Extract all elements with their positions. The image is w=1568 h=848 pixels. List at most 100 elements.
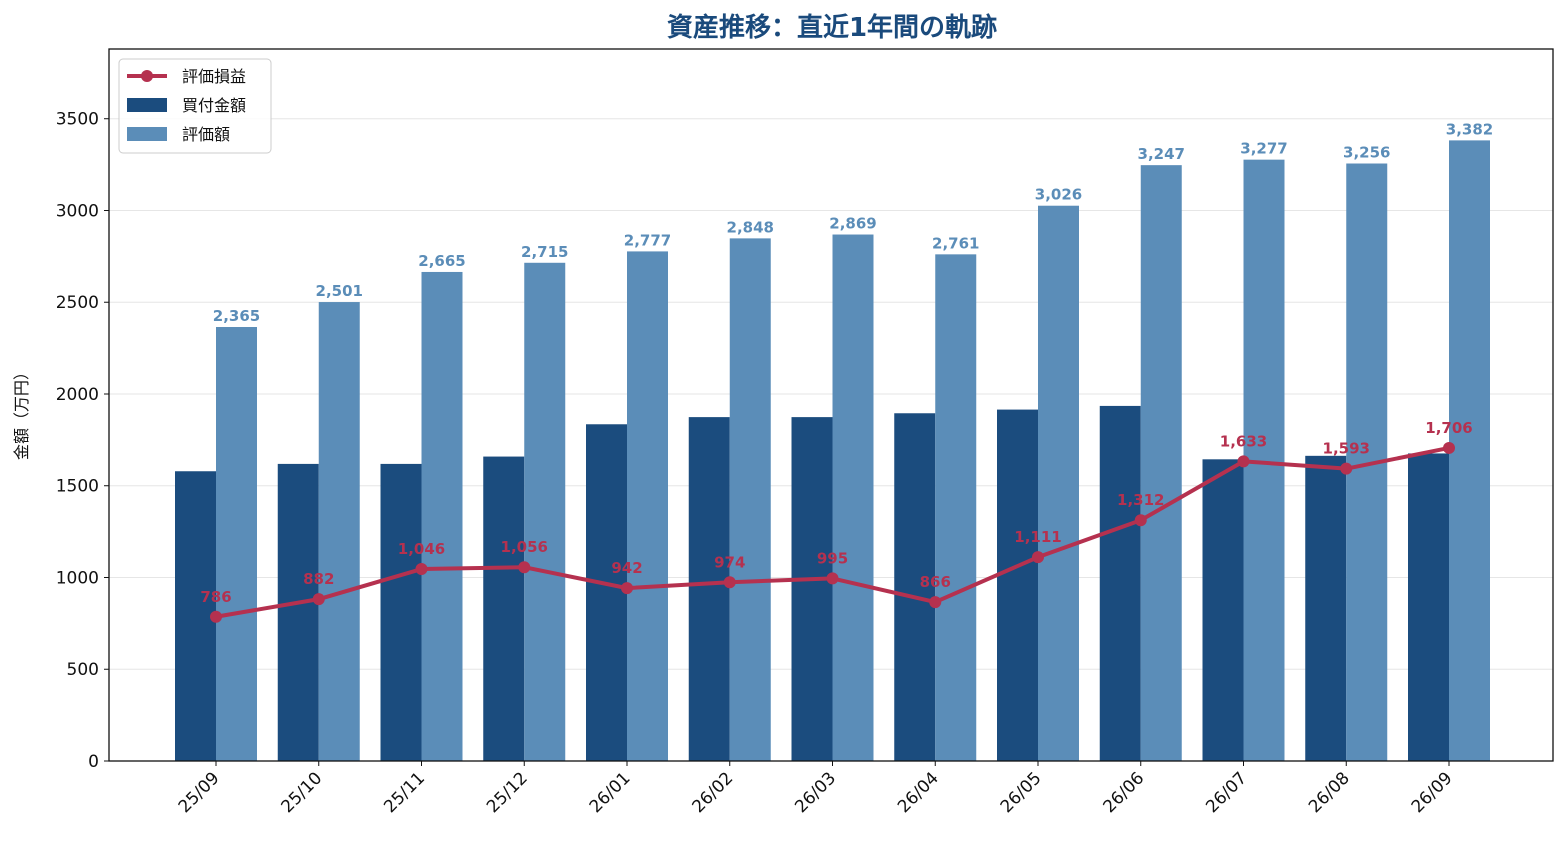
- y-tick-label: 1000: [56, 568, 99, 588]
- valuation-data-label: 2,501: [316, 282, 363, 300]
- line-layer: [210, 441, 1455, 623]
- data-labels-layer: 2,365 2,501 2,665 2,715 2,777 2,848 2,869 2,761…: [200, 120, 1493, 605]
- bar-valuation: [627, 251, 668, 761]
- bar-valuation: [1038, 205, 1079, 762]
- gain-point: [1134, 514, 1147, 527]
- bar-purchase: [1305, 455, 1347, 761]
- bar-valuation: [935, 254, 977, 761]
- gain-data-label: 995: [817, 549, 848, 567]
- x-tick-label: 26/03: [791, 768, 840, 817]
- y-tick-label: 2000: [56, 385, 99, 405]
- gain-point: [1032, 551, 1044, 564]
- valuation-data-label: 3,382: [1446, 120, 1493, 138]
- x-tick-label: 26/04: [894, 768, 943, 817]
- gain-data-label: 1,312: [1117, 491, 1164, 509]
- valuation-data-label: 2,365: [213, 307, 260, 325]
- valuation-data-label: 3,277: [1240, 140, 1287, 158]
- gain-data-label: 1,046: [398, 540, 445, 558]
- gain-data-label: 882: [303, 570, 334, 588]
- bar-purchase: [277, 463, 319, 761]
- x-tick-label: 26/08: [1305, 768, 1354, 817]
- x-tick-label: 26/06: [1099, 768, 1148, 817]
- valuation-data-label: 3,247: [1138, 145, 1185, 163]
- bar-purchase: [1099, 405, 1141, 761]
- chart-title: 資産推移：直近1年間の軌跡: [667, 12, 997, 43]
- plot-frame: [108, 48, 1554, 762]
- gain-data-label: 1,111: [1014, 528, 1061, 546]
- legend-entry: 評価損益: [182, 67, 246, 86]
- gain-data-label: 942: [611, 559, 642, 577]
- x-tick-label: 25/09: [175, 768, 224, 817]
- bar-purchase: [894, 413, 936, 761]
- bars-layer: [175, 140, 1490, 762]
- gain-point: [826, 572, 839, 585]
- legend-swatch-bar: [127, 127, 167, 141]
- gain-point: [929, 596, 942, 609]
- gain-data-label: 1,633: [1220, 432, 1267, 450]
- gain-point: [312, 593, 325, 606]
- bar-purchase: [791, 417, 833, 761]
- bar-valuation: [729, 238, 771, 761]
- gain-data-label: 974: [714, 553, 745, 571]
- gain-point: [1237, 455, 1250, 468]
- bar-purchase: [175, 471, 216, 761]
- bar-valuation: [524, 262, 566, 761]
- gain-point: [723, 576, 736, 589]
- y-tick-label: 3000: [56, 201, 99, 221]
- y-tick-label: 2500: [56, 293, 99, 313]
- x-tick-label: 25/12: [483, 768, 532, 817]
- gain-point: [1340, 462, 1353, 475]
- valuation-data-label: 3,256: [1343, 144, 1390, 162]
- legend-entry: 評価額: [182, 125, 230, 144]
- legend-swatch-marker: [141, 70, 153, 82]
- bar-purchase: [586, 424, 627, 761]
- valuation-data-label: 2,848: [727, 218, 774, 236]
- x-tick-label: 26/02: [688, 768, 737, 817]
- x-tick-label: 26/09: [1408, 768, 1457, 817]
- gain-data-label: 866: [920, 573, 951, 591]
- bar-purchase: [997, 409, 1038, 761]
- valuation-data-label: 3,026: [1035, 186, 1082, 204]
- gain-point: [210, 610, 222, 623]
- x-axis: 25/09 25/10 25/11 25/12 26/01 26/02 26/03 26/04…: [175, 761, 1457, 817]
- y-axis: 0 500 1000 1500 2000 2500 3000 3500: [56, 110, 109, 772]
- gain-data-label: 786: [200, 588, 231, 606]
- y-tick-label: 500: [67, 660, 99, 680]
- y-tick-label: 1500: [56, 477, 99, 497]
- gain-data-label: 1,706: [1425, 419, 1472, 437]
- gain-point: [518, 561, 531, 574]
- bar-valuation: [421, 271, 463, 761]
- y-axis-label: 金額（万円）: [12, 364, 31, 460]
- x-tick-label: 25/11: [380, 768, 429, 817]
- bar-purchase: [1408, 453, 1449, 761]
- x-tick-label: 26/01: [586, 768, 635, 817]
- bar-purchase: [688, 417, 730, 761]
- bar-valuation: [1140, 165, 1182, 762]
- valuation-data-label: 2,777: [624, 231, 671, 249]
- legend-swatch-bar: [127, 98, 167, 112]
- bar-purchase: [1202, 459, 1244, 761]
- bar-purchase: [483, 456, 525, 761]
- gain-data-label: 1,056: [501, 538, 548, 556]
- bar-valuation: [216, 327, 257, 761]
- x-tick-label: 26/05: [997, 768, 1046, 817]
- bar-valuation: [1449, 140, 1490, 762]
- valuation-data-label: 2,715: [521, 243, 568, 261]
- valuation-data-label: 2,869: [829, 215, 876, 233]
- gain-data-label: 1,593: [1323, 440, 1370, 458]
- x-tick-label: 25/10: [277, 768, 326, 817]
- y-tick-label: 0: [88, 752, 99, 772]
- x-tick-label: 26/07: [1202, 768, 1251, 817]
- valuation-data-label: 2,761: [932, 234, 979, 252]
- gain-point: [415, 563, 428, 576]
- gain-point: [1443, 441, 1455, 454]
- gain-point: [621, 582, 633, 595]
- y-tick-label: 3500: [56, 110, 99, 130]
- bar-valuation: [832, 234, 874, 762]
- valuation-data-label: 2,665: [418, 252, 465, 270]
- bar-valuation: [318, 302, 360, 761]
- legend-entry: 買付金額: [182, 96, 246, 115]
- bar-purchase: [380, 463, 422, 761]
